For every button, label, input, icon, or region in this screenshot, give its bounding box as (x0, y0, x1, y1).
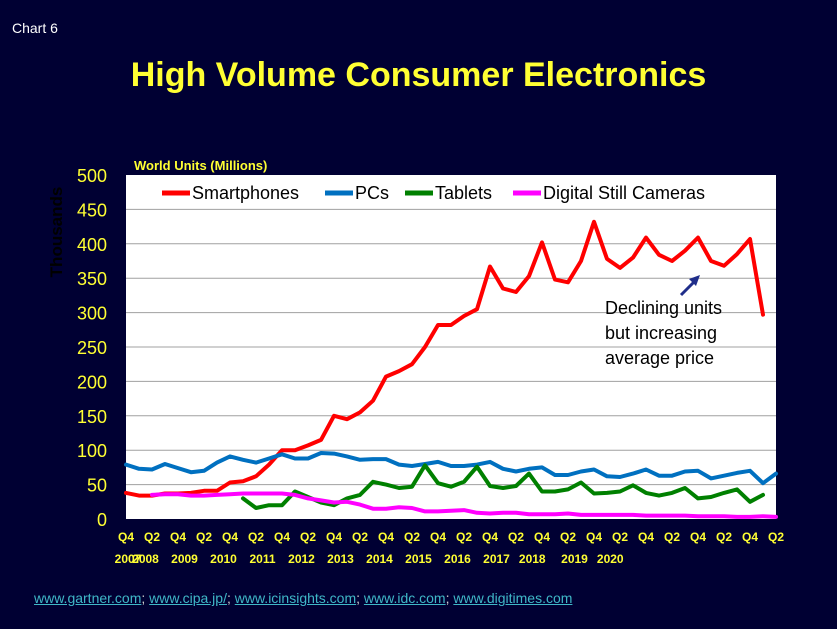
source-link-cipa[interactable]: www.cipa.jp/ (149, 590, 227, 606)
y-tick-label: 350 (77, 269, 107, 289)
x-tick-quarter-label: Q2 (716, 530, 732, 544)
y-tick-label: 50 (87, 476, 107, 496)
source-link-digitimes[interactable]: www.digitimes.com (453, 590, 573, 606)
x-tick-quarter-label: Q4 (430, 530, 446, 544)
x-tick-year-label: 2010 (210, 552, 237, 566)
x-tick-year-label: 2008 (132, 552, 159, 566)
x-tick-quarter-label: Q2 (300, 530, 316, 544)
x-tick-quarter-label: Q2 (248, 530, 264, 544)
x-tick-year-label: 2016 (444, 552, 471, 566)
x-tick-quarter-label: Q2 (560, 530, 576, 544)
y-tick-label: 500 (77, 166, 107, 186)
y-tick-label: 150 (77, 407, 107, 427)
x-tick-year-label: 2007 (115, 552, 142, 566)
x-tick-year-label: 2019 (561, 552, 588, 566)
x-tick-quarter-label: Q4 (170, 530, 186, 544)
legend-label-tablets: Tablets (435, 183, 492, 203)
series-line-smartphones (124, 219, 765, 498)
x-tick-year-label: 2012 (288, 552, 315, 566)
y-axis-label: Thousands (47, 187, 66, 278)
y-tick-label: 200 (77, 372, 107, 392)
x-tick-quarter-label: Q4 (378, 530, 394, 544)
x-tick-year-label: 2018 (519, 552, 546, 566)
x-tick-quarter-label: Q4 (638, 530, 654, 544)
chart-subtitle: World Units (Millions) (134, 158, 267, 173)
y-tick-label: 300 (77, 304, 107, 324)
source-link-idc[interactable]: www.idc.com (363, 590, 446, 606)
legend-label-digital-still-cameras: Digital Still Cameras (543, 183, 705, 203)
x-tick-quarter-label: Q2 (508, 530, 524, 544)
x-tick-quarter-label: Q2 (768, 530, 784, 544)
page-title: High Volume Consumer Electronics (130, 56, 707, 94)
x-tick-year-label: 2015 (405, 552, 432, 566)
x-tick-quarter-label: Q2 (612, 530, 628, 544)
y-tick-label: 0 (97, 510, 107, 530)
annotation-text-line: average price (605, 348, 714, 368)
x-tick-year-label: 2014 (366, 552, 393, 566)
source-link-gartner[interactable]: www.gartner.com (34, 590, 142, 606)
x-tick-quarter-label: Q2 (144, 530, 160, 544)
x-tick-quarter-label: Q2 (352, 530, 368, 544)
x-tick-quarter-label: Q4 (742, 530, 758, 544)
annotation-text-line: but increasing (605, 323, 717, 343)
x-tick-year-label: 2017 (483, 552, 510, 566)
x-tick-year-label: 2020 (597, 552, 624, 566)
series-line-tablets (241, 463, 765, 510)
x-tick-quarter-label: Q4 (274, 530, 290, 544)
x-tick-quarter-label: Q4 (222, 530, 238, 544)
x-tick-year-label: 2009 (171, 552, 198, 566)
series-line-pcs (124, 451, 778, 486)
x-axis-band (122, 520, 786, 570)
annotation-arrowhead (689, 275, 700, 286)
x-tick-quarter-label: Q2 (664, 530, 680, 544)
source-link-icinsights[interactable]: www.icinsights.com (234, 590, 357, 606)
x-tick-quarter-label: Q4 (326, 530, 342, 544)
x-tick-quarter-label: Q2 (456, 530, 472, 544)
x-tick-quarter-label: Q4 (482, 530, 498, 544)
source-links: www.gartner.com; www.cipa.jp/; www.icins… (34, 590, 573, 606)
x-tick-year-label: 2013 (327, 552, 354, 566)
x-tick-quarter-label: Q4 (690, 530, 706, 544)
y-tick-label: 100 (77, 441, 107, 461)
annotation-text-line: Declining units (605, 298, 722, 318)
y-tick-label: 450 (77, 200, 107, 220)
legend-label-smartphones: Smartphones (192, 183, 299, 203)
x-tick-quarter-label: Q4 (586, 530, 602, 544)
chart-number-label: Chart 6 (12, 20, 58, 36)
y-tick-label: 250 (77, 338, 107, 358)
y-tick-label: 400 (77, 235, 107, 255)
series-line-digital-still-cameras (150, 491, 778, 519)
x-tick-quarter-label: Q4 (534, 530, 550, 544)
x-tick-quarter-label: Q4 (118, 530, 134, 544)
x-tick-quarter-label: Q2 (196, 530, 212, 544)
x-tick-quarter-label: Q2 (404, 530, 420, 544)
legend-label-pcs: PCs (355, 183, 389, 203)
x-tick-year-label: 2011 (249, 552, 275, 566)
